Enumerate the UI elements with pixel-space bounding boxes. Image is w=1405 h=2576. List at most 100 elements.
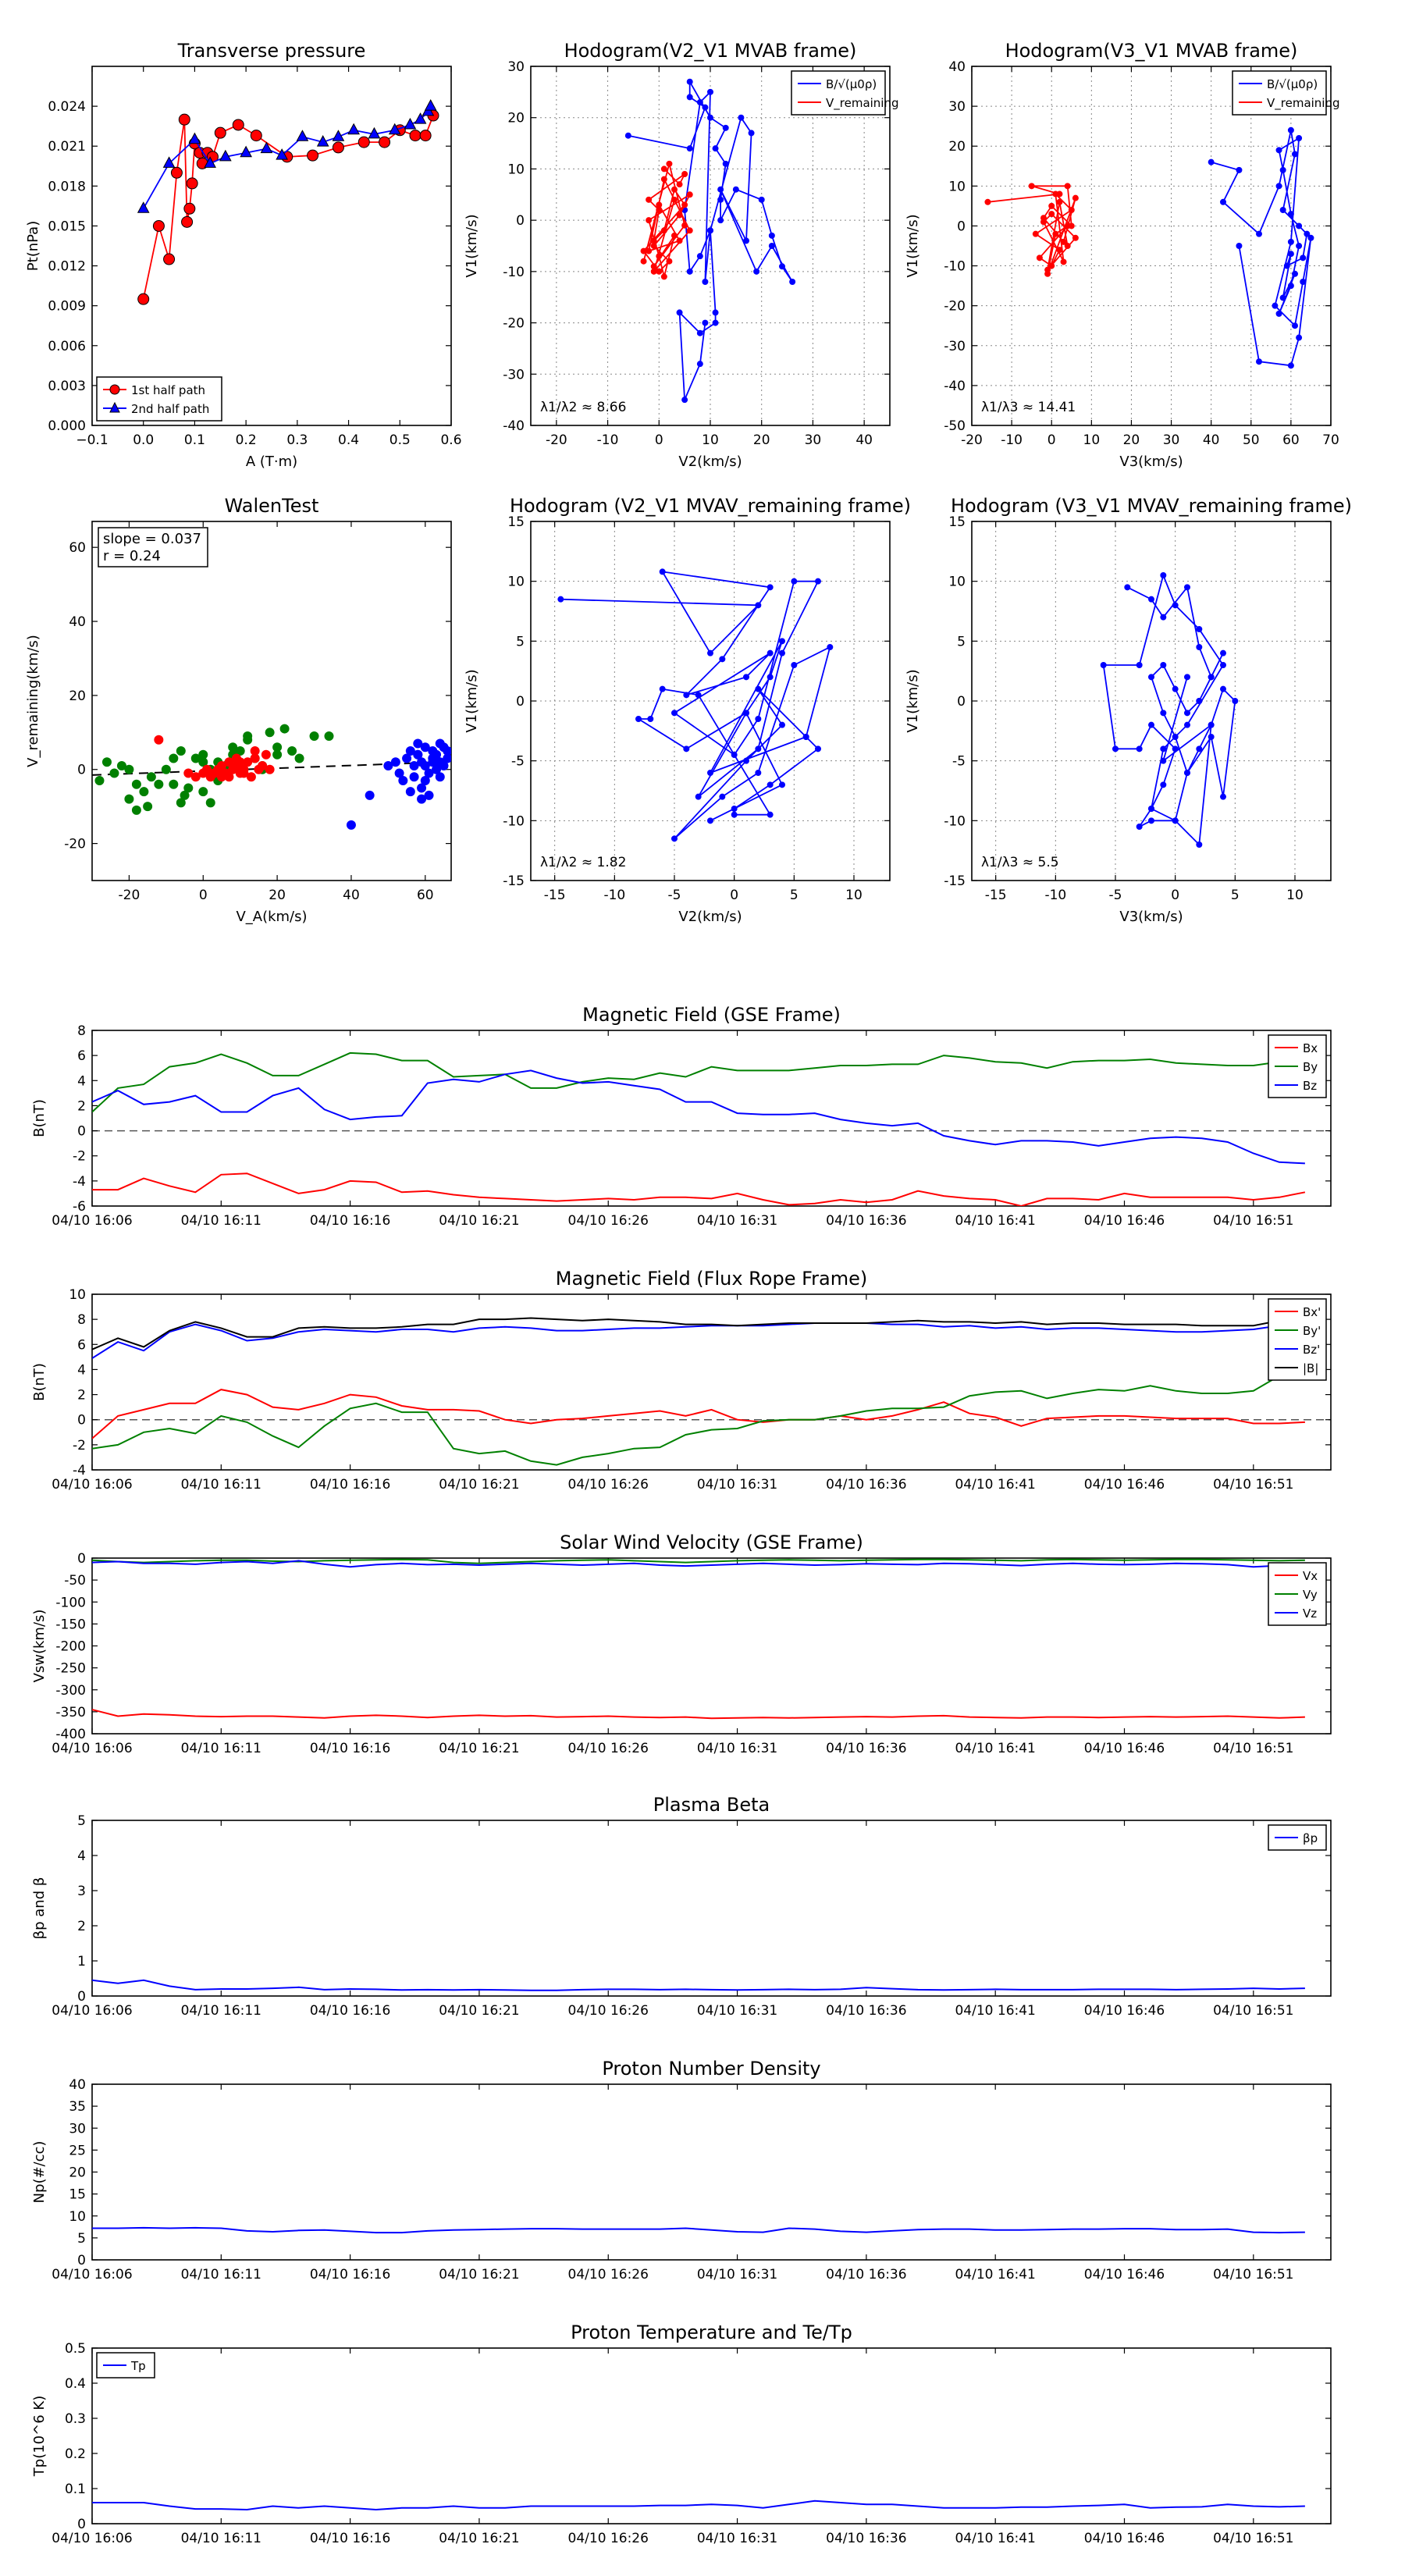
data-point	[190, 772, 201, 782]
data-point	[1292, 151, 1298, 158]
data-point	[1056, 198, 1063, 205]
data-point	[671, 835, 678, 842]
y-tick-label: -100	[55, 1595, 86, 1610]
data-point	[1052, 230, 1059, 237]
data-point	[707, 114, 713, 121]
data-point	[802, 734, 809, 740]
data-point	[250, 746, 260, 756]
y-tick-label: 25	[69, 2143, 86, 2158]
legend-marker	[109, 401, 120, 413]
x-tick-label: 04/10 16:11	[181, 1477, 261, 1493]
axes-frame	[91, 2083, 1332, 2261]
data-point	[676, 309, 683, 316]
data-point	[1300, 279, 1307, 285]
y-axis-label: V1(km/s)	[905, 214, 921, 277]
data-point	[190, 753, 201, 763]
y-tick-label: 0.1	[65, 2482, 86, 2497]
x-tick-label: 40	[1203, 432, 1220, 448]
data-point	[424, 99, 437, 111]
data-point	[779, 721, 785, 728]
data-point	[1056, 247, 1063, 254]
y-tick-label: 6	[77, 1337, 86, 1353]
legend-label: By	[1303, 1060, 1318, 1074]
data-point	[1232, 698, 1239, 704]
data-point	[1148, 596, 1154, 603]
y-tick-label: 0.009	[48, 299, 86, 315]
data-point	[755, 770, 762, 776]
data-point	[1028, 183, 1035, 190]
y-tick-label: 10	[948, 575, 966, 590]
data-point	[390, 757, 400, 767]
data-point	[368, 126, 381, 139]
data-point	[640, 258, 647, 265]
data-point	[647, 716, 654, 722]
data-point	[101, 757, 112, 767]
data-point	[347, 123, 360, 135]
x-tick-label: 04/10 16:06	[52, 2003, 132, 2019]
data-point	[239, 768, 249, 778]
data-point	[1148, 817, 1154, 824]
data-point	[405, 746, 415, 756]
x-tick-label: 04/10 16:41	[955, 2003, 1035, 2019]
data-point	[707, 817, 713, 824]
data-point	[1160, 614, 1167, 621]
data-point	[1068, 207, 1075, 213]
series-line-3	[92, 1315, 1306, 1350]
data-point	[439, 760, 449, 770]
data-point	[683, 745, 690, 753]
data-point	[432, 764, 442, 774]
x-tick-label: 04/10 16:26	[568, 2003, 649, 2019]
data-point	[220, 768, 230, 778]
y-tick-label: 20	[507, 111, 525, 126]
legend-label: Vx	[1303, 1569, 1318, 1583]
data-point	[414, 112, 427, 124]
y-tick-label: 0.003	[48, 379, 86, 394]
y-tick-label: 8	[77, 1023, 86, 1039]
data-point	[379, 136, 391, 148]
x-tick-label: 04/10 16:26	[568, 2531, 649, 2546]
data-point	[1304, 230, 1311, 237]
data-point	[214, 126, 226, 139]
y-tick-label: 6	[77, 1048, 86, 1064]
data-point	[1064, 183, 1071, 190]
y-tick-label: 0	[77, 1551, 86, 1567]
data-point	[650, 268, 657, 275]
y-tick-label: -5	[511, 754, 525, 770]
x-tick-label: 0.4	[338, 432, 359, 448]
y-tick-label: 4	[77, 1073, 86, 1089]
y-tick-label: 0	[77, 1124, 86, 1140]
x-axis-label: V2(km/s)	[678, 454, 742, 470]
legend-label: By'	[1303, 1324, 1321, 1338]
data-point	[722, 160, 729, 167]
data-point	[676, 237, 683, 244]
data-point	[205, 798, 215, 808]
data-point	[1296, 334, 1303, 341]
y-tick-label: 0	[77, 2517, 86, 2532]
data-point	[1184, 770, 1190, 776]
data-point	[261, 749, 271, 760]
x-tick-label: 04/10 16:51	[1213, 1477, 1293, 1493]
x-tick-label: 04/10 16:16	[310, 1213, 390, 1229]
data-point	[1256, 358, 1262, 365]
data-point	[296, 130, 309, 141]
x-tick-label: 04/10 16:21	[439, 1741, 519, 1756]
proton_temperature-panel: 04/10 16:06 04/10 16:11 04/10 16:16 04/10 1…	[31, 2322, 1332, 2546]
data-point	[1052, 190, 1059, 197]
data-point	[791, 578, 798, 585]
data-point	[409, 760, 419, 770]
y-tick-label: -10	[944, 259, 966, 275]
hodogram_v3v1_mvab-panel: -20 -10 0 10 20 30 40 50 60 70 -50 -40 -30 -20 -10 0 10 2…	[905, 40, 1340, 470]
data-point	[188, 132, 201, 144]
chart-title: Hodogram(V3_V1 MVAB frame)	[1005, 40, 1298, 62]
y-tick-label: 20	[948, 139, 966, 155]
data-point	[109, 768, 119, 778]
data-point	[178, 113, 190, 126]
data-point	[712, 145, 719, 152]
x-tick-label: 04/10 16:21	[439, 2003, 519, 2019]
data-point	[646, 217, 653, 224]
data-point	[686, 78, 693, 85]
axes-frame	[971, 66, 1332, 426]
data-point	[702, 279, 709, 285]
x-tick-label: 04/10 16:46	[1084, 2531, 1165, 2546]
data-point	[656, 201, 663, 208]
